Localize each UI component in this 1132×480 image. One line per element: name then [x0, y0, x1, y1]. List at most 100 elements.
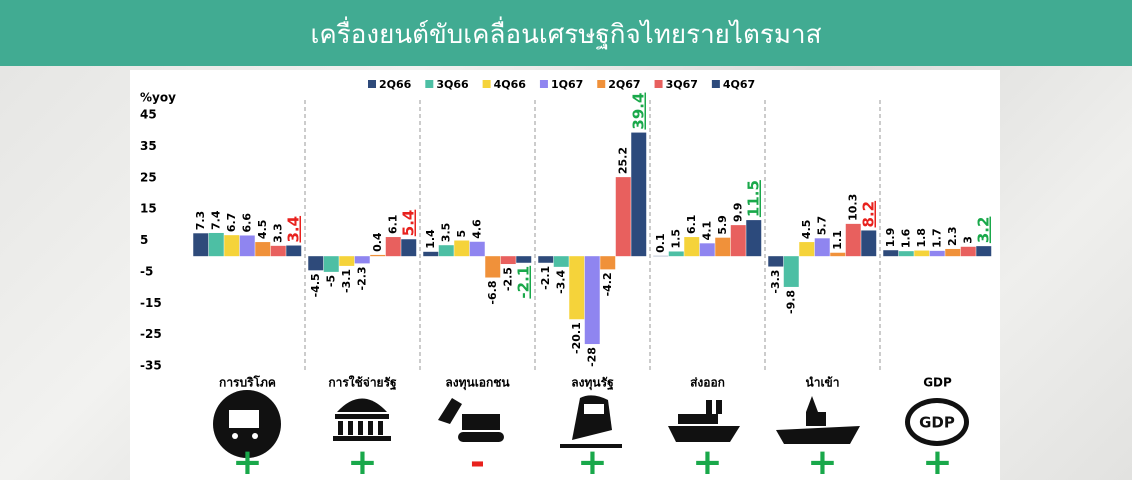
bar [500, 256, 516, 265]
bar [208, 232, 224, 257]
bar [339, 256, 355, 266]
bar [929, 250, 945, 257]
value-label: 3 [962, 236, 975, 244]
bar [385, 237, 401, 257]
bar [914, 250, 930, 257]
bar [485, 256, 501, 278]
value-label: 1.6 [900, 228, 913, 248]
bar [861, 230, 877, 257]
highlight-value-label: 11.5 [745, 180, 763, 217]
value-label: -20.1 [570, 322, 583, 354]
legend-swatch [539, 80, 548, 88]
bar [553, 256, 569, 267]
ship-icon [668, 400, 740, 442]
category-label: GDP [923, 376, 952, 390]
bar [960, 246, 976, 257]
legend-label: 3Q66 [436, 78, 469, 91]
bar [814, 238, 830, 257]
bar [255, 242, 271, 257]
bar [799, 242, 815, 257]
sign: + [807, 442, 837, 480]
bar [401, 239, 417, 257]
value-label: -3.3 [769, 270, 782, 294]
value-label: 6.6 [241, 213, 254, 233]
value-label: 1.1 [831, 230, 844, 250]
bar [730, 225, 746, 257]
svg-text:GDP: GDP [919, 414, 955, 432]
y-tick-label: 5 [140, 233, 148, 247]
legend-swatch [711, 80, 720, 88]
y-axis-label: %yoy [140, 91, 176, 105]
bar [898, 251, 914, 257]
bar [615, 177, 631, 257]
bar [469, 241, 485, 257]
bar [976, 246, 992, 257]
highlight-value-label: 5.4 [400, 210, 418, 237]
bar [631, 132, 647, 257]
sign: + [577, 442, 607, 480]
highlight-value-label: 3.4 [285, 216, 303, 243]
excavator-icon [438, 398, 504, 442]
y-tick-label: -25 [140, 327, 162, 341]
y-tick-label: 25 [140, 170, 157, 184]
value-label: 0.4 [371, 232, 384, 252]
bar [715, 237, 731, 257]
value-label: 1.9 [884, 228, 897, 248]
slide-title: เครื่องยนต์ขับเคลื่อนเศรษฐกิจไทยรายไตรมา… [0, 0, 1132, 66]
value-label: -5 [325, 275, 338, 287]
value-label: 6.1 [685, 215, 698, 235]
legend-label: 1Q67 [551, 78, 583, 91]
sign: + [922, 442, 952, 480]
value-label: 4.5 [800, 220, 813, 240]
gdp-icon: GDP [905, 398, 969, 446]
bar [584, 256, 600, 345]
bar [224, 235, 240, 257]
value-label: 1.4 [424, 229, 437, 249]
highlight-value-label: 3.2 [975, 217, 993, 244]
y-tick-label: 15 [140, 202, 157, 216]
value-label: -3.4 [555, 270, 568, 294]
value-label: -4.2 [601, 272, 614, 296]
y-tick-label: -35 [140, 359, 162, 373]
bar [768, 256, 784, 267]
sign: - [470, 442, 485, 480]
bar [438, 245, 454, 257]
value-label: 1.8 [915, 228, 928, 248]
value-label: -2.5 [502, 267, 515, 291]
bar [239, 235, 255, 257]
value-label: -2.1 [539, 266, 552, 290]
value-label: 4.1 [701, 221, 714, 241]
highlight-value-label: 39.4 [630, 93, 648, 130]
value-label: 3.5 [440, 223, 453, 243]
bar [699, 243, 715, 257]
bar [538, 256, 554, 263]
bar [668, 251, 684, 257]
highlight-value-label: 8.2 [860, 201, 878, 228]
legend-swatch [425, 80, 434, 88]
value-label: 10.3 [847, 194, 860, 221]
category-label: นำเข้า [806, 376, 840, 390]
category-label: ส่งออก [690, 376, 725, 390]
bar [600, 256, 616, 270]
sign: + [347, 442, 377, 480]
value-label: 4.5 [256, 220, 269, 240]
bar [945, 248, 961, 257]
bar [370, 254, 386, 257]
bar [270, 245, 286, 257]
legend-swatch [482, 80, 491, 88]
value-label: -4.5 [309, 273, 322, 297]
category-label: ลงทุนเอกชน [445, 376, 510, 391]
bar [569, 256, 585, 320]
value-label: 5.7 [816, 216, 829, 236]
bar [883, 250, 899, 257]
value-label: 5.9 [716, 215, 729, 235]
value-label: 4.6 [471, 219, 484, 239]
category-label: การใช้จ่ายรัฐ [328, 375, 397, 391]
sign: + [692, 442, 722, 480]
bar [286, 245, 302, 257]
value-label: -2.3 [356, 266, 369, 290]
legend-label: 2Q66 [379, 78, 412, 91]
category-label: การบริโภค [219, 375, 276, 390]
y-tick-label: 45 [140, 108, 157, 122]
